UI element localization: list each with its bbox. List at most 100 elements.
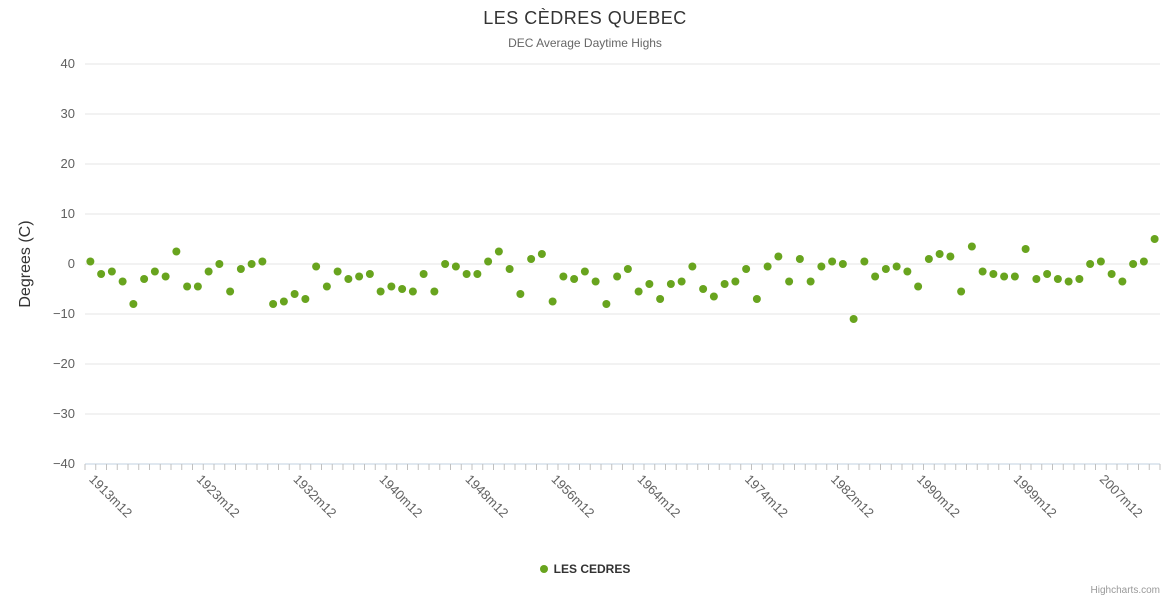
data-point[interactable]	[602, 300, 611, 308]
data-point[interactable]	[333, 267, 342, 276]
data-point[interactable]	[548, 297, 557, 306]
credits-link[interactable]: Highcharts.com	[1090, 585, 1160, 596]
data-point[interactable]	[258, 257, 267, 266]
data-point[interactable]	[892, 262, 901, 271]
data-point[interactable]	[290, 290, 299, 298]
data-point[interactable]	[978, 267, 987, 276]
data-point[interactable]	[226, 287, 235, 296]
data-point[interactable]	[193, 282, 202, 291]
data-point[interactable]	[150, 267, 159, 276]
data-point[interactable]	[247, 260, 256, 268]
data-point[interactable]	[677, 277, 686, 286]
data-point[interactable]	[129, 300, 138, 308]
data-point[interactable]	[709, 292, 718, 301]
legend-item[interactable]: LES CEDRES	[0, 560, 1170, 578]
data-point[interactable]	[634, 287, 643, 296]
data-point[interactable]	[989, 270, 998, 278]
data-point[interactable]	[871, 272, 880, 281]
data-point[interactable]	[623, 265, 632, 273]
data-point[interactable]	[645, 280, 654, 288]
data-point[interactable]	[613, 272, 622, 281]
data-point[interactable]	[365, 270, 374, 278]
data-point[interactable]	[322, 282, 331, 291]
data-point[interactable]	[344, 275, 353, 283]
data-point[interactable]	[494, 247, 503, 256]
data-point[interactable]	[817, 262, 826, 271]
data-point[interactable]	[419, 270, 428, 278]
data-point[interactable]	[430, 287, 439, 296]
data-point[interactable]	[1043, 270, 1052, 278]
data-point[interactable]	[1096, 257, 1105, 266]
data-point[interactable]	[763, 262, 772, 271]
data-point[interactable]	[828, 257, 837, 266]
data-point[interactable]	[97, 270, 106, 278]
data-point[interactable]	[699, 285, 708, 293]
data-point[interactable]	[441, 260, 450, 268]
data-point[interactable]	[505, 265, 514, 273]
data-point[interactable]	[1139, 257, 1148, 266]
data-point[interactable]	[387, 282, 396, 291]
data-point[interactable]	[1118, 277, 1127, 286]
data-point[interactable]	[516, 290, 525, 298]
data-point[interactable]	[1150, 235, 1159, 243]
data-point[interactable]	[408, 287, 417, 296]
data-point[interactable]	[580, 267, 589, 276]
data-point[interactable]	[924, 255, 933, 263]
data-point[interactable]	[1032, 275, 1041, 283]
data-point[interactable]	[301, 295, 310, 303]
data-point[interactable]	[269, 300, 278, 308]
data-point[interactable]	[462, 270, 471, 278]
data-point[interactable]	[107, 267, 116, 276]
data-point[interactable]	[527, 255, 536, 263]
data-point[interactable]	[860, 257, 869, 266]
data-point[interactable]	[1021, 245, 1030, 253]
data-point[interactable]	[118, 277, 127, 286]
data-point[interactable]	[720, 280, 729, 288]
data-point[interactable]	[570, 275, 579, 283]
data-point[interactable]	[881, 265, 890, 273]
data-point[interactable]	[838, 260, 847, 268]
data-point[interactable]	[656, 295, 665, 303]
data-point[interactable]	[236, 265, 245, 273]
data-point[interactable]	[752, 295, 761, 303]
data-point[interactable]	[849, 315, 858, 323]
data-point[interactable]	[1064, 277, 1073, 286]
data-point[interactable]	[183, 282, 192, 291]
data-point[interactable]	[312, 262, 321, 271]
data-point[interactable]	[903, 267, 912, 276]
data-point[interactable]	[484, 257, 493, 266]
data-point[interactable]	[806, 277, 815, 286]
data-point[interactable]	[376, 287, 385, 296]
data-point[interactable]	[279, 297, 288, 306]
data-point[interactable]	[140, 275, 149, 283]
data-point[interactable]	[1075, 275, 1084, 283]
data-point[interactable]	[1000, 272, 1009, 281]
data-point[interactable]	[688, 262, 697, 271]
data-point[interactable]	[86, 257, 95, 266]
data-point[interactable]	[473, 270, 482, 278]
data-point[interactable]	[1053, 275, 1062, 283]
data-point[interactable]	[1086, 260, 1095, 268]
data-point[interactable]	[1107, 270, 1116, 278]
data-point[interactable]	[537, 250, 546, 258]
data-point[interactable]	[355, 272, 364, 281]
data-point[interactable]	[1129, 260, 1138, 268]
data-point[interactable]	[215, 260, 224, 268]
data-point[interactable]	[204, 267, 213, 276]
data-point[interactable]	[172, 247, 181, 256]
data-point[interactable]	[1010, 272, 1019, 281]
data-point[interactable]	[559, 272, 568, 281]
data-point[interactable]	[785, 277, 794, 286]
data-point[interactable]	[967, 242, 976, 251]
data-point[interactable]	[591, 277, 600, 286]
data-point[interactable]	[957, 287, 966, 296]
data-point[interactable]	[742, 265, 751, 273]
data-point[interactable]	[398, 285, 407, 293]
data-point[interactable]	[666, 280, 675, 288]
data-point[interactable]	[451, 262, 460, 271]
data-point[interactable]	[914, 282, 923, 291]
data-point[interactable]	[935, 250, 944, 258]
data-point[interactable]	[774, 252, 783, 261]
data-point[interactable]	[731, 277, 740, 286]
data-point[interactable]	[161, 272, 170, 281]
